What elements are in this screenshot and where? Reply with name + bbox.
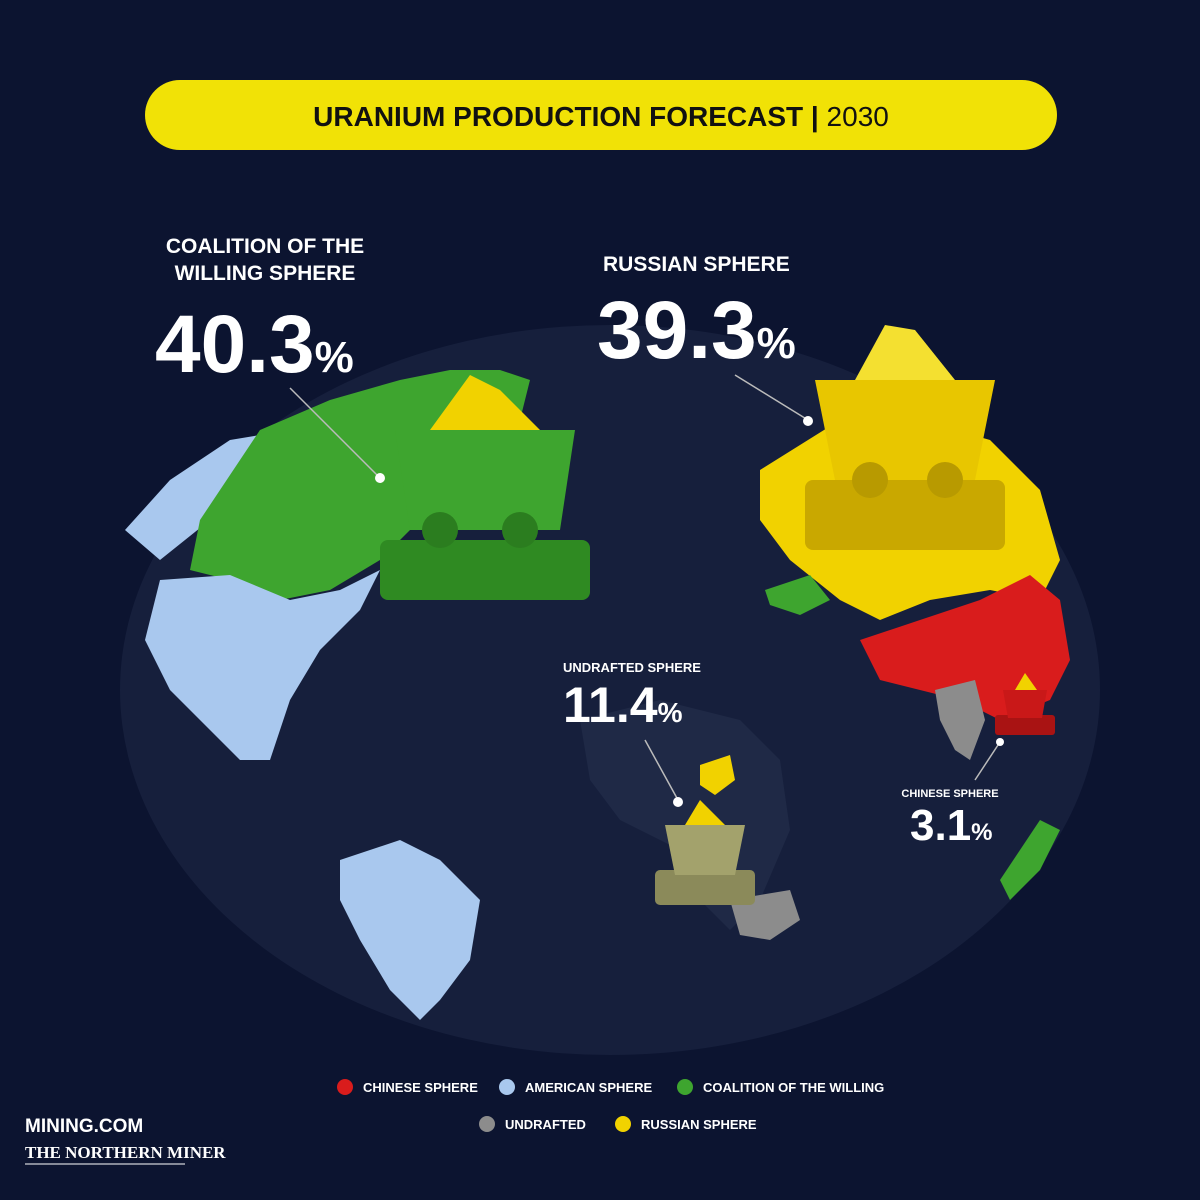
leader-line [974, 741, 1001, 781]
legend-swatch [499, 1079, 515, 1095]
legend-label: CHINESE SPHERE [363, 1080, 478, 1095]
region-australia [1000, 820, 1060, 900]
region-brazil [340, 840, 480, 1020]
callout: CHINESE SPHERE 3.1% [901, 738, 1004, 850]
region-alaska [125, 435, 260, 560]
callout-label: CHINESE SPHERE [901, 788, 998, 800]
title-bar [145, 80, 1057, 150]
title-main: URANIUM PRODUCTION FORECAST | [313, 101, 819, 132]
legend-label: COALITION OF THE WILLING [703, 1080, 884, 1095]
leader-line [734, 374, 809, 421]
callout: RUSSIAN SPHERE 39.3% [597, 253, 813, 426]
legend-swatch [615, 1116, 631, 1132]
region-usa [145, 570, 380, 760]
title: URANIUM PRODUCTION FORECAST | 2030 [313, 101, 889, 132]
callout-value: 11.4% [563, 677, 683, 733]
legend: CHINESE SPHERE AMERICAN SPHERE COALITION O… [337, 1079, 884, 1132]
callout-value: 40.3% [155, 299, 354, 390]
logo-primary: MINING.COM [25, 1116, 143, 1137]
cart-red [995, 673, 1055, 735]
callout-value: 39.3% [597, 285, 796, 376]
region-kazakhstan-west [765, 575, 830, 615]
unit: % [658, 697, 683, 728]
value: 3.1 [910, 801, 971, 850]
callout: UNDRAFTED SPHERE 11.4% [563, 660, 701, 807]
unit: % [315, 333, 354, 382]
callout-label: UNDRAFTED SPHERE [563, 660, 701, 675]
leader-line [289, 387, 381, 479]
region-india [935, 680, 985, 760]
legend-swatch [337, 1079, 353, 1095]
callout-label: COALITION OF THE [166, 235, 364, 258]
callout-label: WILLING SPHERE [175, 262, 356, 285]
leader-dot [803, 416, 813, 426]
unit: % [971, 819, 992, 846]
region-niger [700, 755, 735, 795]
cart-green [380, 375, 590, 600]
legend-swatch [479, 1116, 495, 1132]
callout-label: RUSSIAN SPHERE [603, 253, 790, 276]
legend-label: AMERICAN SPHERE [525, 1080, 652, 1095]
leader-dot [375, 473, 385, 483]
unit: % [757, 319, 796, 368]
title-year: 2030 [827, 101, 889, 132]
leader-dot [996, 738, 1004, 746]
value: 11.4 [563, 677, 658, 733]
region-china [860, 575, 1070, 720]
logo-secondary: THE NORTHERN MINER [25, 1143, 226, 1162]
cart-yellow [805, 325, 1005, 550]
cart-olive [655, 800, 755, 905]
leader-line [644, 739, 679, 801]
legend-label: UNDRAFTED [505, 1117, 586, 1132]
value: 40.3 [155, 299, 315, 390]
legend-swatch [677, 1079, 693, 1095]
callout: COALITION OF THE WILLING SPHERE 40.3% [155, 235, 385, 483]
callout-value: 3.1% [910, 801, 993, 850]
leader-dot [673, 797, 683, 807]
value: 39.3 [597, 285, 757, 376]
legend-label: RUSSIAN SPHERE [641, 1117, 757, 1132]
